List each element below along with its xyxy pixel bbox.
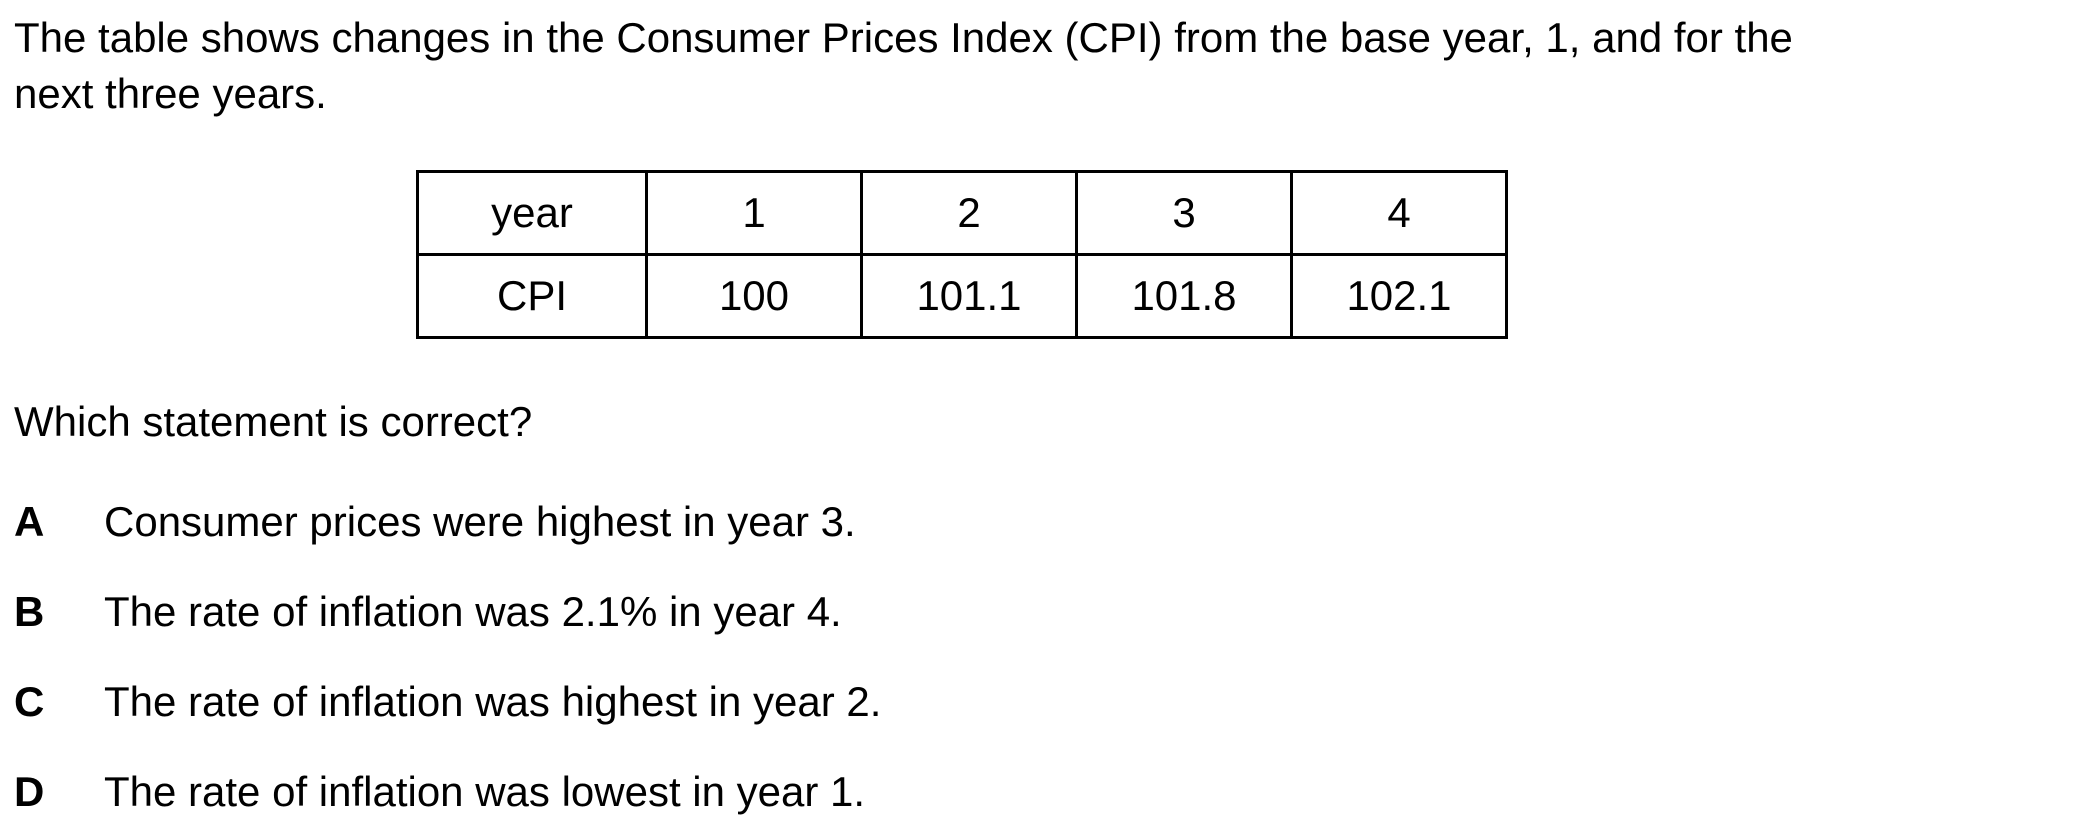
option-a-letter: A [14, 498, 45, 545]
table-row-cpi: CPI 100 101.1 101.8 102.1 [416, 253, 1508, 339]
year-cell-3: 3 [1075, 170, 1293, 256]
intro-text: The table shows changes in the Consumer … [14, 10, 2054, 122]
option-c[interactable]: C The rate of inflation was highest in ye… [14, 674, 881, 730]
year-cell-2: 2 [860, 170, 1078, 256]
cpi-table: year 1 2 3 4 CPI 100 101.1 101.8 102.1 [416, 170, 1508, 339]
year-cell-4: 4 [1290, 170, 1508, 256]
year-cell-1: 1 [645, 170, 863, 256]
intro-line-2: next three years. [14, 70, 327, 117]
option-b-text: The rate of inflation was 2.1% in year 4… [104, 588, 842, 635]
cpi-cell-2: 101.1 [860, 253, 1078, 339]
intro-line-1: The table shows changes in the Consumer … [14, 14, 1793, 61]
option-a[interactable]: A Consumer prices were highest in year 3. [14, 494, 856, 550]
question-text: Which statement is correct? [14, 398, 533, 445]
option-a-text: Consumer prices were highest in year 3. [104, 498, 856, 545]
option-b-letter: B [14, 588, 45, 635]
cpi-cell-3: 101.8 [1075, 253, 1293, 339]
cpi-header-cell: CPI [416, 253, 648, 339]
year-header-cell: year [416, 170, 648, 256]
option-b[interactable]: B The rate of inflation was 2.1% in year … [14, 584, 842, 640]
option-c-text: The rate of inflation was highest in yea… [104, 678, 882, 725]
table-row-year: year 1 2 3 4 [416, 170, 1508, 256]
cpi-cell-4: 102.1 [1290, 253, 1508, 339]
option-d[interactable]: D The rate of inflation was lowest in yea… [14, 764, 865, 820]
cpi-cell-1: 100 [645, 253, 863, 339]
option-c-letter: C [14, 678, 45, 725]
option-d-letter: D [14, 768, 45, 815]
option-d-text: The rate of inflation was lowest in year… [104, 768, 866, 815]
